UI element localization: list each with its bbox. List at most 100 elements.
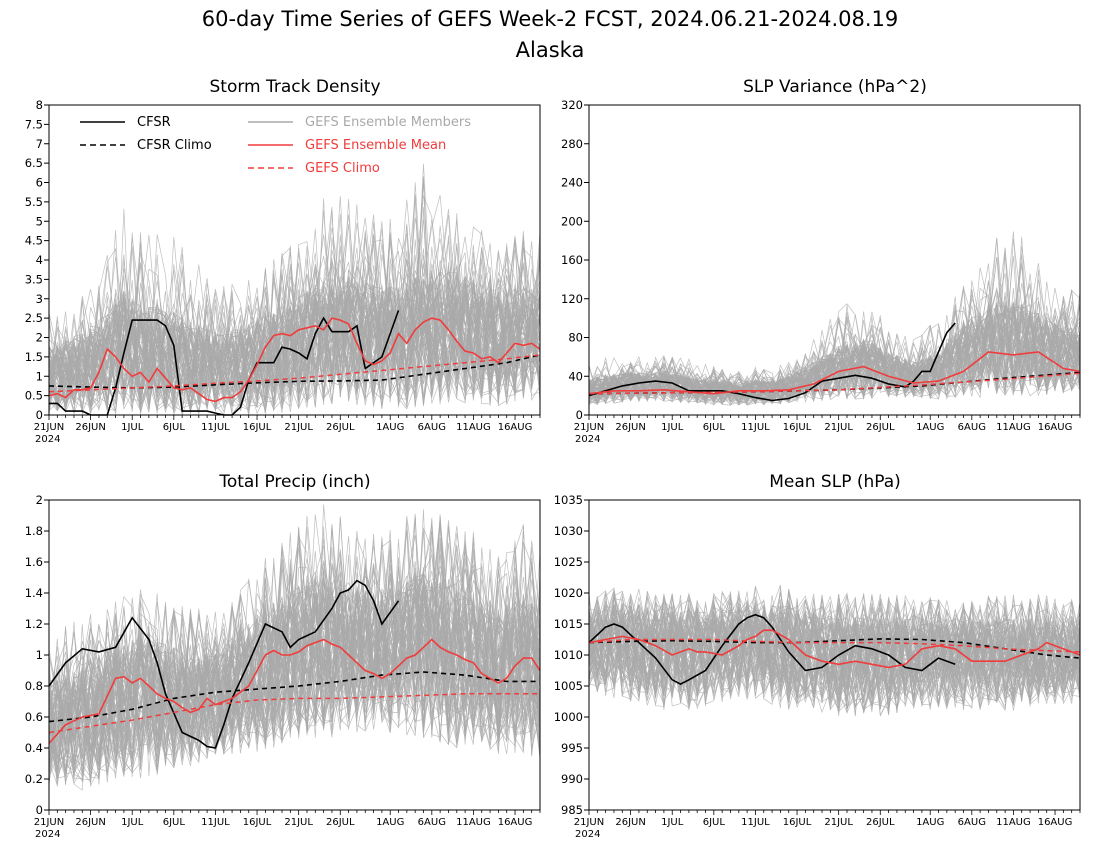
x-tick-label: 21JUL xyxy=(824,817,853,828)
x-tick-label: 11JUL xyxy=(201,422,230,433)
ensemble-members xyxy=(48,163,541,416)
ensemble-members xyxy=(48,504,541,791)
x-tick-label: 26JUL xyxy=(326,422,355,433)
ensemble-member-line xyxy=(48,579,541,756)
y-tick-label: 6.5 xyxy=(25,156,43,170)
x-tick-label: 26JUN xyxy=(75,817,105,828)
x-tick-label: 16AUG xyxy=(498,817,533,828)
y-tick-label: 5.5 xyxy=(25,195,43,209)
ensemble-member-line xyxy=(48,233,541,409)
series-line-mean xyxy=(48,638,541,744)
x-tick-label: 6AUG xyxy=(958,422,986,433)
figure-title: 60-day Time Series of GEFS Week-2 FCST, … xyxy=(202,7,899,31)
y-tick-label: 1.2 xyxy=(25,617,43,631)
x-tick-label: 21JUN xyxy=(34,817,64,828)
x-tick-label: 1JUL xyxy=(121,422,144,433)
y-tick-label: 320 xyxy=(561,98,583,112)
y-tick-label: 280 xyxy=(561,137,583,151)
ensemble-member-line xyxy=(48,163,541,401)
y-tick-label: 8 xyxy=(36,98,43,112)
y-tick-label: 990 xyxy=(561,772,583,786)
x-tick-label: 11JUL xyxy=(201,817,230,828)
y-tick-label: 4 xyxy=(36,253,43,267)
x-tick-label: 1AUG xyxy=(916,817,944,828)
ensemble-member-line xyxy=(48,232,541,413)
x-year-label: 2024 xyxy=(575,829,600,840)
x-tick-label: 11AUG xyxy=(996,422,1031,433)
x-year-label: 2024 xyxy=(575,434,600,445)
y-tick-label: 80 xyxy=(568,331,583,345)
legend-label-members: GEFS Ensemble Members xyxy=(305,115,471,130)
y-tick-label: 1.6 xyxy=(25,555,43,569)
ensemble-member-line xyxy=(48,232,541,411)
y-tick-label: 0.2 xyxy=(25,772,43,786)
ensemble-member-line xyxy=(588,591,1081,710)
x-tick-label: 21JUL xyxy=(284,422,313,433)
y-tick-label: 0.4 xyxy=(25,741,43,755)
ensemble-member-line xyxy=(48,549,541,771)
x-tick-label: 6JUL xyxy=(703,422,726,433)
ensemble-member-line xyxy=(588,608,1081,696)
y-tick-label: 1.5 xyxy=(25,350,43,364)
panel-slp-variance: SLP Variance (hPa^2) 0 40 80 120 160 200 240 28… xyxy=(561,77,1081,445)
x-tick-label: 21JUN xyxy=(34,422,64,433)
y-tick-label: 120 xyxy=(561,292,583,306)
x-tick-label: 21JUL xyxy=(284,817,313,828)
panel-title: Storm Track Density xyxy=(209,77,380,97)
ensemble-member-line xyxy=(588,590,1081,708)
x-tick-label: 1JUL xyxy=(661,817,684,828)
ensemble-member-line xyxy=(48,515,541,778)
series-line-mean xyxy=(588,351,1081,395)
x-tick-label: 21JUN xyxy=(574,422,604,433)
y-tick-label: 160 xyxy=(561,253,583,267)
x-tick-label: 26JUN xyxy=(75,422,105,433)
x-tick-label: 26JUL xyxy=(866,817,895,828)
y-tick-label: 6 xyxy=(36,176,43,190)
x-tick-label: 26JUN xyxy=(615,817,645,828)
ensemble-member-line xyxy=(48,546,541,778)
legend-label-cfsr-climo: CFSR Climo xyxy=(137,138,212,153)
x-tick-label: 11AUG xyxy=(456,817,491,828)
y-tick-label: 1 xyxy=(36,369,43,383)
x-tick-label: 26JUN xyxy=(615,422,645,433)
ensemble-member-line xyxy=(48,236,541,411)
y-tick-label: 995 xyxy=(561,741,583,755)
ensemble-member-line xyxy=(48,269,541,407)
series-line-cfsr-climo xyxy=(48,671,540,723)
ensemble-member-line xyxy=(48,516,541,761)
x-tick-label: 26JUL xyxy=(326,817,355,828)
x-tick-label: 1JUL xyxy=(121,817,144,828)
series-line-cfsr xyxy=(588,322,956,402)
legend-label-mean: GEFS Ensemble Mean xyxy=(305,138,446,153)
x-tick-label: 16AUG xyxy=(498,422,533,433)
panel-title: Total Precip (inch) xyxy=(218,472,370,492)
x-tick-label: 11AUG xyxy=(456,422,491,433)
ensemble-member-line xyxy=(588,308,1081,403)
x-tick-label: 1AUG xyxy=(376,422,404,433)
legend-label-cfsr: CFSR xyxy=(137,115,171,130)
y-tick-label: 0 xyxy=(36,408,43,422)
ensemble-member-line xyxy=(588,604,1081,714)
series-line-gefs-climo xyxy=(588,372,1081,395)
y-tick-label: 7.5 xyxy=(25,117,43,131)
x-tick-label: 21JUL xyxy=(824,422,853,433)
ensemble-member-line xyxy=(588,594,1081,706)
ensemble-member-line xyxy=(588,285,1081,404)
x-year-label: 2024 xyxy=(35,434,60,445)
ensemble-member-line xyxy=(48,530,541,779)
x-tick-label: 16AUG xyxy=(1038,422,1073,433)
y-tick-label: 2 xyxy=(36,493,43,507)
y-tick-label: 1 xyxy=(36,648,43,662)
x-tick-label: 16JUL xyxy=(243,817,272,828)
x-tick-label: 6AUG xyxy=(418,817,446,828)
x-tick-label: 16JUL xyxy=(783,422,812,433)
series-line-mean xyxy=(588,629,1081,669)
x-tick-label: 6JUL xyxy=(163,817,186,828)
y-tick-label: 0.5 xyxy=(25,389,43,403)
y-tick-label: 200 xyxy=(561,214,583,228)
ensemble-member-line xyxy=(588,597,1081,710)
series-line-cfsr xyxy=(588,613,956,685)
series-line-gefs-climo xyxy=(48,693,540,734)
y-tick-label: 40 xyxy=(568,369,583,383)
y-tick-label: 1005 xyxy=(554,679,583,693)
